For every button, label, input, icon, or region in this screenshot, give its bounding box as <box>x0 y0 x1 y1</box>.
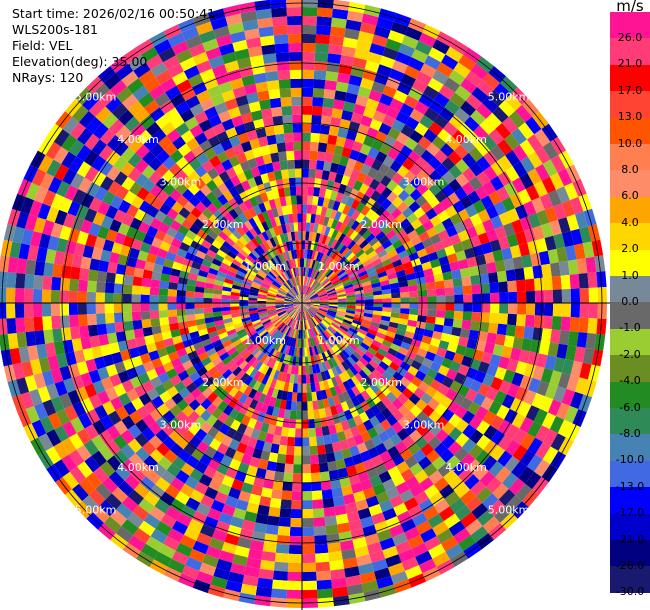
colorbar-segment <box>610 276 650 303</box>
range-label: 2.00km <box>202 376 244 389</box>
range-label: 5.00km <box>75 91 117 104</box>
colorbar-tick-label: 10.0 <box>617 136 643 150</box>
colorbar-segment <box>610 460 650 488</box>
colorbar-segment <box>610 434 650 461</box>
range-label: 1.00km <box>318 334 360 347</box>
range-label: 4.00km <box>445 461 487 474</box>
colorbar-segment <box>610 196 650 224</box>
colorbar-segment <box>610 566 650 593</box>
range-label: 4.00km <box>445 133 487 146</box>
range-label: 1.00km <box>244 334 286 347</box>
colorbar-tick-label: 2.0 <box>621 242 639 256</box>
colorbar-tick-label: 17.0 <box>617 83 643 97</box>
range-label: 3.00km <box>160 419 202 432</box>
colorbar-segment <box>610 249 650 276</box>
colorbar-tick-label: -2.0 <box>619 347 641 361</box>
colorbar-segment <box>610 38 650 65</box>
colorbar-tick-label: -13.0 <box>615 479 645 493</box>
colorbar-segment <box>610 170 650 197</box>
colorbar-tick-label: 4.0 <box>621 215 639 229</box>
colorbar-tick-label: -17.0 <box>615 506 645 520</box>
range-label: 2.00km <box>360 218 402 231</box>
colorbar-tick-label: 6.0 <box>621 189 639 203</box>
colorbar-tick-label: -30.0 <box>615 585 645 599</box>
range-label: 5.00km <box>488 91 530 104</box>
colorbar-tick-label: 0.0 <box>621 295 639 308</box>
colorbar-tick-label: 1.0 <box>621 268 639 282</box>
colorbar: 26.0 21.0 17.0 13.0 10.0 8.0 6.0 4.0 2.0 1.0 0.0 -1… <box>610 12 650 607</box>
range-label: 1.00km <box>318 260 360 273</box>
range-label-group: 1.00km 1.00km 1.00km 1.00km 2.00km 2.00km 2.00… <box>75 91 530 517</box>
colorbar-segment <box>610 355 650 382</box>
ppi-plot: 1.00km 1.00km 1.00km 1.00km 2.00km 2.00km 2.00… <box>0 0 610 610</box>
colorbar-segment <box>610 12 650 39</box>
colorbar-segment <box>610 381 650 408</box>
colorbar-tick-label: -10.0 <box>615 453 645 467</box>
range-label: 1.00km <box>244 260 286 273</box>
colorbar-segment <box>610 487 650 514</box>
colorbar-tick-label: 8.0 <box>621 163 639 176</box>
range-label: 4.00km <box>117 461 159 474</box>
colorbar-segment <box>610 64 650 92</box>
colorbar-segment <box>610 117 650 144</box>
colorbar-tick-label: 21.0 <box>617 57 643 71</box>
colorbar-tick-label: -8.0 <box>619 427 641 440</box>
colorbar-segment <box>610 513 650 540</box>
radial-velocity-gates <box>0 0 607 608</box>
colorbar-segment <box>610 302 650 329</box>
range-label: 2.00km <box>360 376 402 389</box>
colorbar-tick-label: 26.0 <box>617 31 643 44</box>
colorbar-segment <box>610 144 650 171</box>
colorbar-segment <box>610 540 650 567</box>
colorbar-segment <box>610 91 650 118</box>
range-label: 3.00km <box>403 419 445 432</box>
colorbar-segment <box>610 328 650 356</box>
range-label: 3.00km <box>403 175 445 188</box>
colorbar-segment <box>610 408 650 435</box>
colorbar-tick-label: -21.0 <box>615 532 645 546</box>
range-label: 2.00km <box>202 218 244 231</box>
range-label: 5.00km <box>488 504 530 517</box>
range-label: 4.00km <box>117 133 159 146</box>
colorbar-tick-label: -1.0 <box>619 321 641 335</box>
range-label: 5.00km <box>75 504 117 517</box>
colorbar-tick-label: 13.0 <box>617 110 643 124</box>
range-label: 3.00km <box>160 175 202 188</box>
colorbar-tick-label: -4.0 <box>619 374 641 388</box>
colorbar-segment <box>610 223 650 250</box>
colorbar-tick-label: -6.0 <box>619 400 641 414</box>
colorbar-tick-label: -26.0 <box>615 559 645 572</box>
colorbar-unit-label: m/s <box>616 0 644 15</box>
